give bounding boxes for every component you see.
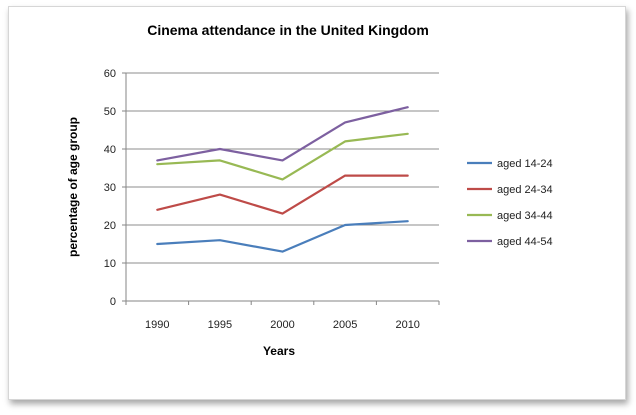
legend-label: aged 34-44 — [497, 210, 553, 222]
x-tick-label: 1990 — [145, 319, 169, 331]
x-tick-label: 1995 — [208, 319, 232, 331]
y-tick-label: 40 — [104, 144, 116, 156]
series-line-2 — [156, 174, 409, 215]
y-tick-label: 30 — [104, 182, 116, 194]
y-tick-label: 10 — [104, 258, 116, 270]
legend-label: aged 24-34 — [497, 184, 553, 196]
y-tick-label: 20 — [104, 220, 116, 232]
legend-label: aged 44-54 — [497, 236, 553, 248]
y-tick-label: 0 — [110, 296, 116, 308]
y-tick-label: 50 — [104, 106, 116, 118]
chart-title: Cinema attendance in the United Kingdom — [147, 22, 429, 38]
legend-label: aged 14-24 — [497, 158, 553, 170]
series-line-1 — [156, 220, 409, 253]
x-axis-title: Years — [263, 344, 295, 358]
y-axis-title: percentage of age group — [66, 117, 80, 257]
y-tick-label: 60 — [104, 68, 116, 80]
series-line-4 — [156, 106, 409, 162]
series-line-3 — [156, 132, 409, 181]
x-tick-label: 2000 — [270, 319, 294, 331]
x-tick-label: 2010 — [395, 319, 419, 331]
chart-frame — [8, 6, 626, 400]
x-tick-label: 2005 — [333, 319, 357, 331]
